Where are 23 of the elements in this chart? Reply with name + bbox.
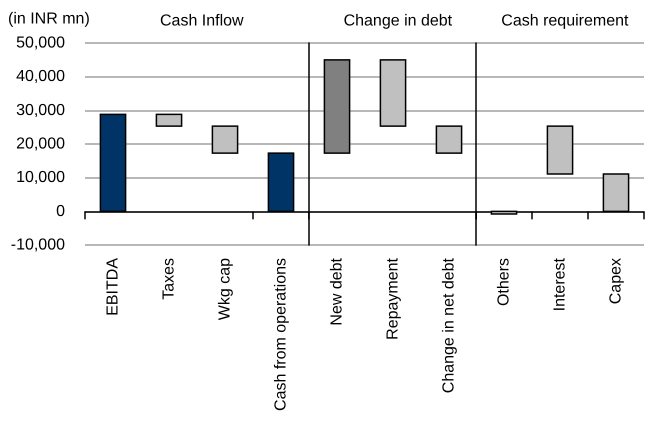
chart-title: Change in debt xyxy=(343,12,452,30)
x-tick-label: Cash from operations xyxy=(272,258,290,411)
chart-title: Cash requirement xyxy=(502,12,630,30)
x-tick-label: Wkg cap xyxy=(216,258,234,320)
chart-title: Cash Inflow xyxy=(160,12,244,30)
x-tick-label: New debt xyxy=(328,257,346,326)
y-axis-title: (in INR mn) xyxy=(8,10,90,28)
bar xyxy=(212,125,238,154)
bar xyxy=(156,114,182,127)
y-tick-label: 40,000 xyxy=(16,68,66,86)
x-tick-label: Change in net debt xyxy=(440,257,458,394)
y-tick-label: -10,000 xyxy=(10,236,66,254)
x-tick-label: Others xyxy=(496,258,513,306)
y-tick-label: 50,000 xyxy=(16,34,66,52)
y-tick-label: 20,000 xyxy=(16,136,66,152)
x-tick-label: Taxes xyxy=(160,258,178,300)
x-tick-label: Capex xyxy=(608,258,625,304)
x-tick-label: EBITDA xyxy=(104,258,122,316)
y-tick-label: 30,000 xyxy=(16,102,66,119)
x-tick-label: Interest xyxy=(552,257,569,312)
x-tick-label: Repayment xyxy=(384,257,402,340)
y-tick-label: 0 xyxy=(56,202,66,220)
y-tick-label: 10,000 xyxy=(16,169,66,186)
